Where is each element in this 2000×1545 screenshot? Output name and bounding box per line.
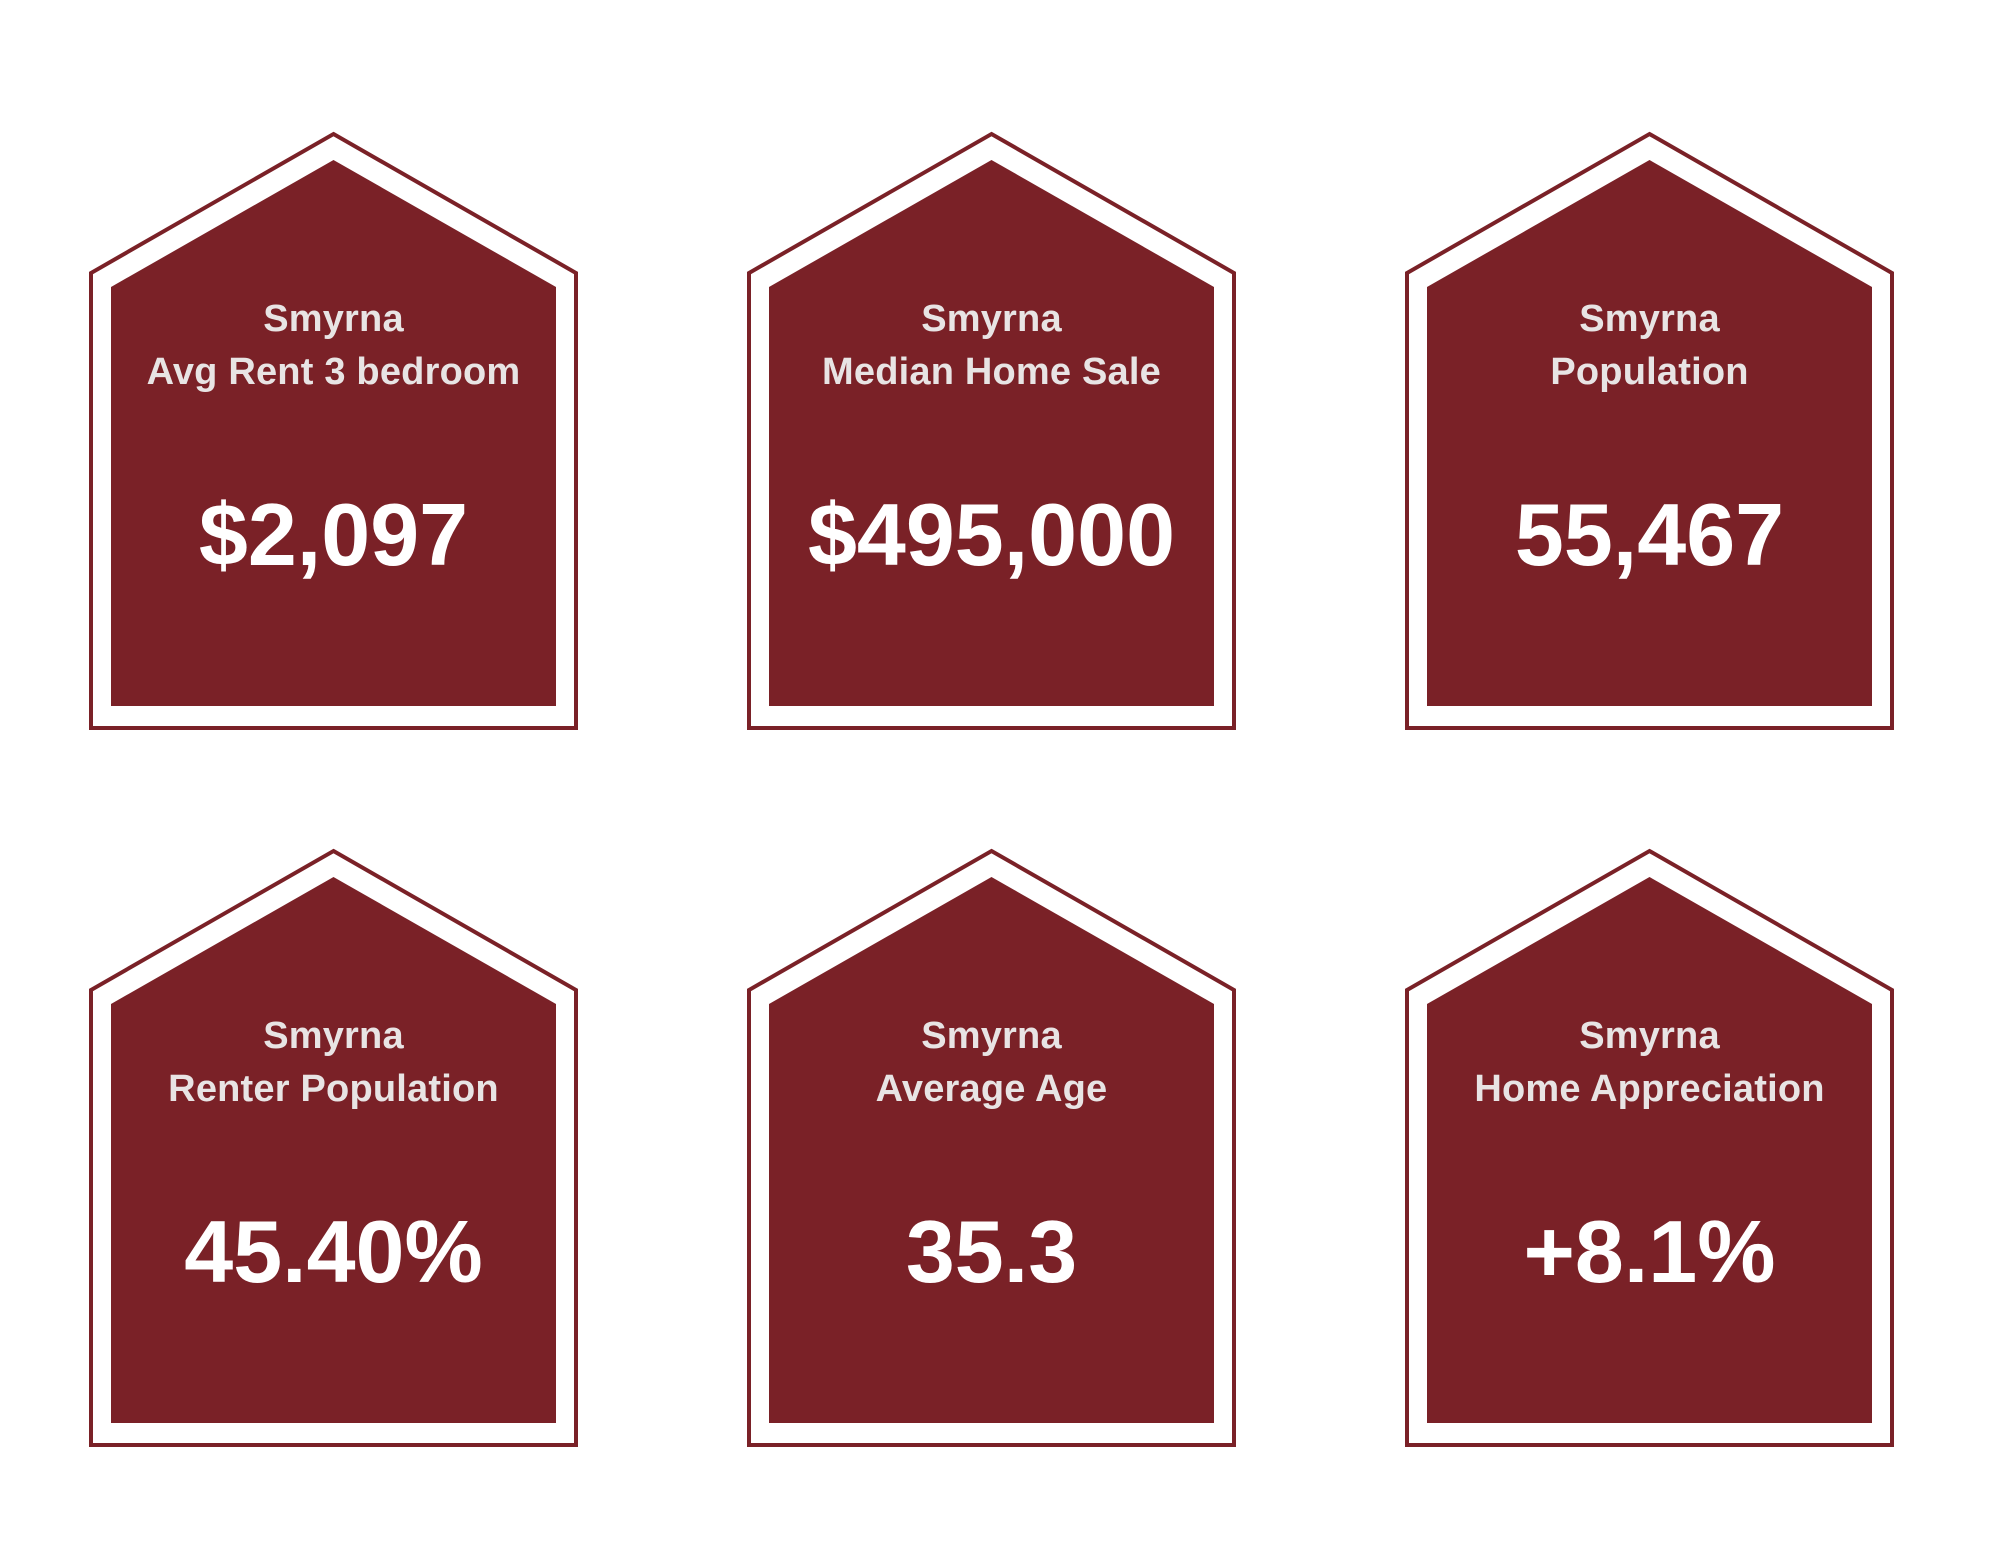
house-outline <box>747 848 1236 1447</box>
house-fill <box>769 877 1214 1423</box>
house-shape-icon <box>747 848 1236 1447</box>
badge-value: $2,097 <box>198 485 469 584</box>
badge-title: Smyrna Home Appreciation <box>1432 1010 1867 1116</box>
stat-badge-home-appreciation: Smyrna Home Appreciation +8.1% <box>1404 848 1895 1448</box>
badge-metric-label: Home Appreciation <box>1474 1068 1825 1110</box>
house-outline <box>1405 848 1894 1447</box>
badge-value: 35.3 <box>905 1202 1078 1301</box>
house-fill <box>111 877 556 1423</box>
badge-title: Smyrna Avg Rent 3 bedroom <box>116 293 551 399</box>
badge-metric-label: Renter Population <box>168 1068 499 1110</box>
badge-metric-label: Average Age <box>875 1068 1108 1110</box>
house-outline <box>747 131 1236 730</box>
house-outline <box>89 848 578 1447</box>
badge-metric-label: Median Home Sale <box>822 351 1161 393</box>
house-shape-icon <box>1405 131 1894 730</box>
badge-metric-label: Avg Rent 3 bedroom <box>146 351 521 393</box>
stat-badge-avg-rent: Smyrna Avg Rent 3 bedroom $2,097 <box>88 131 579 731</box>
stat-badge-population: Smyrna Population 55,467 <box>1404 131 1895 731</box>
badge-metric-label: Population <box>1550 351 1749 393</box>
badge-row-bottom: Smyrna Renter Population 45.40% Smyrna A… <box>88 848 2000 1448</box>
badge-value: 45.40% <box>184 1202 483 1301</box>
house-outline <box>89 131 578 730</box>
house-shape-icon <box>1405 848 1894 1447</box>
badge-value: +8.1% <box>1523 1202 1776 1301</box>
stat-badge-renter-population: Smyrna Renter Population 45.40% <box>88 848 579 1448</box>
badge-city-label: Smyrna <box>1579 1015 1720 1057</box>
badge-city-label: Smyrna <box>921 1015 1062 1057</box>
badge-city-label: Smyrna <box>1579 298 1720 340</box>
stat-badge-average-age: Smyrna Average Age 35.3 <box>746 848 1237 1448</box>
badge-row-top: Smyrna Avg Rent 3 bedroom $2,097 Smyrna … <box>88 131 2000 731</box>
house-fill <box>111 160 556 706</box>
badge-title: Smyrna Population <box>1432 293 1867 399</box>
house-outline <box>1405 131 1894 730</box>
badge-city-label: Smyrna <box>263 1015 404 1057</box>
house-shape-icon <box>747 131 1236 730</box>
house-fill <box>1427 160 1872 706</box>
badge-value: 55,467 <box>1514 485 1785 584</box>
house-fill <box>769 160 1214 706</box>
badge-value: $495,000 <box>807 485 1176 584</box>
house-shape-icon <box>89 848 578 1447</box>
stat-badge-median-home-sale: Smyrna Median Home Sale $495,000 <box>746 131 1237 731</box>
house-fill <box>1427 877 1872 1423</box>
badge-title: Smyrna Median Home Sale <box>774 293 1209 399</box>
badge-title: Smyrna Renter Population <box>116 1010 551 1116</box>
badge-title: Smyrna Average Age <box>774 1010 1209 1116</box>
badge-city-label: Smyrna <box>263 298 404 340</box>
badge-city-label: Smyrna <box>921 298 1062 340</box>
house-shape-icon <box>89 131 578 730</box>
